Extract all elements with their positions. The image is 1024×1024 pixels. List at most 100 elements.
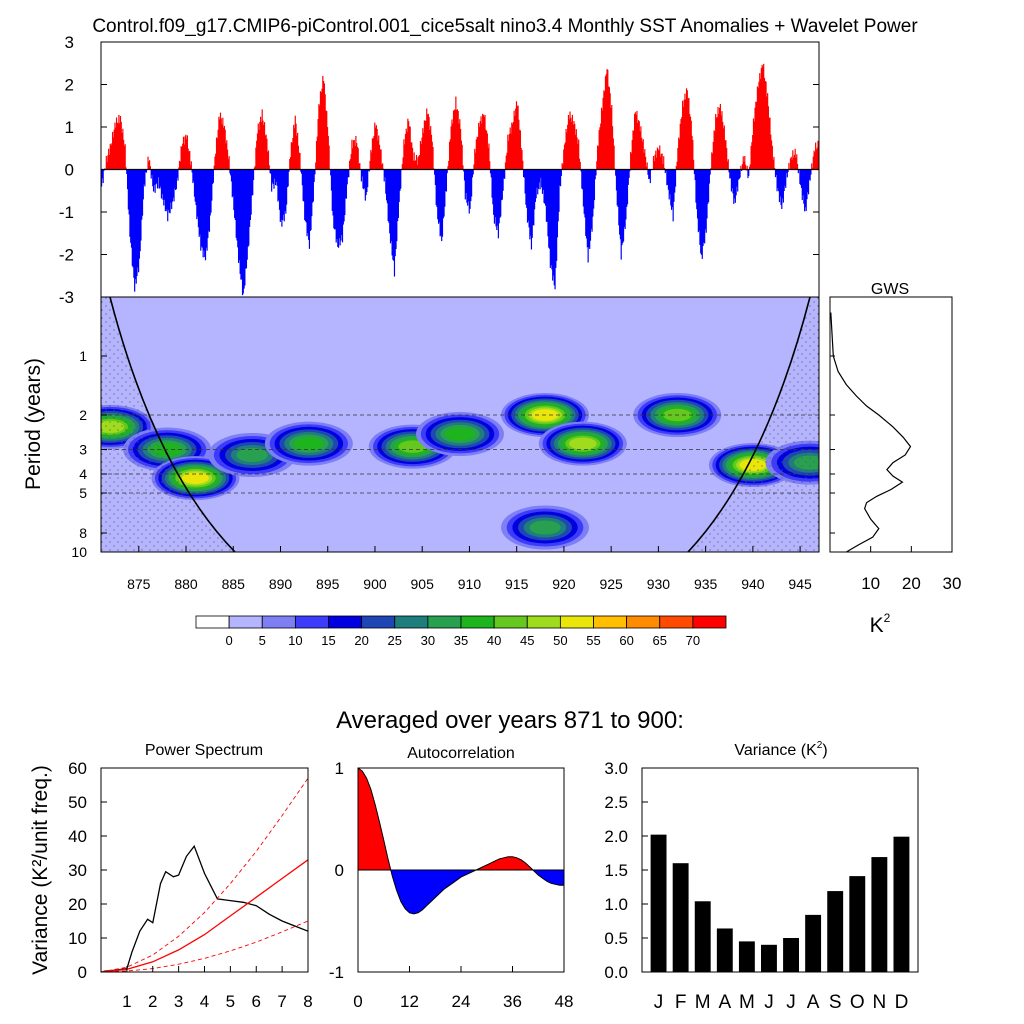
power-spectrum-y-label: Variance (K²/unit freq.) (29, 765, 52, 975)
anomaly-bar-negative (498, 169, 500, 224)
anomaly-bar-positive (217, 129, 219, 170)
anomaly-bar-positive (223, 127, 225, 170)
anomaly-bar-positive (773, 156, 775, 170)
anomaly-bar-positive (710, 168, 712, 170)
anomaly-bar-positive (221, 124, 223, 170)
anomaly-bar-negative (137, 169, 139, 268)
anomaly-bar-negative (130, 169, 133, 248)
anomaly-bar-negative (730, 169, 733, 192)
anomaly-bar-negative (348, 169, 350, 178)
gws-panel: GWS 10 20 30 K2 (829, 281, 961, 637)
anomaly-bar-negative (245, 169, 247, 269)
anomaly-bar-negative (332, 169, 334, 216)
anomaly-bar-negative (126, 169, 129, 190)
anomaly-bar-positive (771, 145, 773, 170)
anomaly-bar-negative (700, 169, 703, 255)
anomaly-bar-positive (108, 148, 110, 170)
anomaly-bar-negative (276, 169, 278, 186)
anomaly-bar-negative (730, 169, 732, 179)
anomaly-bar-positive (679, 123, 681, 170)
anomaly-bar-positive (719, 103, 721, 170)
anomaly-bar-negative (302, 169, 304, 201)
autocorrelation-x-tick-label: 24 (452, 992, 471, 1011)
anomaly-bar-positive (369, 160, 371, 170)
anomaly-bar-positive (268, 165, 270, 170)
anomaly-bar-positive (722, 121, 724, 170)
colorbar-label: 15 (321, 633, 335, 648)
anomaly-bar-positive (414, 160, 416, 170)
anomaly-bar-positive (256, 133, 259, 170)
anomaly-bar-positive (186, 135, 189, 170)
anomaly-bar-negative (698, 169, 700, 231)
anomaly-bar-positive (218, 116, 220, 170)
wavelet-x-tick-label: 940 (741, 576, 765, 592)
anomaly-bar-negative (551, 169, 553, 270)
variance-bar (783, 938, 799, 972)
anomaly-bar-negative (803, 169, 805, 204)
anomaly-bar-positive (325, 110, 327, 170)
anomaly-bar-negative (591, 169, 593, 232)
anomaly-bar-negative (535, 169, 537, 199)
anomaly-bar-negative (191, 169, 193, 173)
anomaly-bar-negative (171, 169, 173, 210)
anomaly-bar-negative (552, 169, 554, 281)
anomaly-bar-positive (755, 101, 757, 170)
anomaly-bar-negative (300, 169, 302, 172)
anomaly-bar-positive (462, 165, 464, 170)
anomaly-bar-negative (467, 169, 469, 206)
anomaly-bar-positive (655, 150, 657, 170)
anomaly-bar-negative (437, 169, 440, 224)
wavelet-y-tick-label: 4 (79, 466, 87, 482)
anomaly-bar-negative (277, 169, 279, 202)
anomaly-bar-positive (375, 125, 377, 170)
anomaly-bar-negative (135, 169, 137, 284)
anomaly-bar-positive (460, 140, 462, 170)
anomaly-bar-negative (138, 169, 140, 273)
colorbar-label: 45 (520, 633, 534, 648)
anomaly-bar-negative (310, 169, 312, 231)
anomaly-bar-positive (599, 127, 601, 170)
anomaly-bar-negative (543, 169, 545, 203)
anomaly-bar-positive (764, 80, 766, 170)
anomaly-bar-positive (180, 146, 182, 170)
anomaly-bar-negative (590, 169, 592, 229)
anomaly-bar-positive (185, 134, 187, 170)
anomaly-bar-negative (308, 169, 311, 249)
anomaly-bar-negative (777, 169, 779, 189)
anomaly-bar-negative (280, 169, 282, 220)
anomaly-bar-positive (459, 119, 461, 170)
variance-y-tick-label: 0.5 (604, 929, 628, 948)
anomaly-bar-negative (623, 169, 625, 227)
anomaly-bar-positive (431, 141, 433, 170)
anomaly-bar-negative (144, 169, 146, 187)
anomaly-bar-positive (148, 161, 150, 170)
anomaly-bar-positive (508, 140, 510, 170)
anomaly-bar-positive (723, 125, 725, 170)
anomaly-bar-positive (478, 122, 480, 170)
anomaly-bar-positive (121, 133, 123, 170)
anomaly-bar-negative (501, 169, 503, 200)
anomaly-bar-negative (674, 169, 676, 193)
anomaly-bar-positive (110, 145, 112, 170)
anomaly-bar-negative (155, 169, 157, 185)
colorbar-label: 70 (686, 633, 700, 648)
anomaly-bar-positive (571, 114, 573, 170)
anomaly-bar-positive (480, 116, 482, 170)
anomaly-bar-positive (257, 123, 259, 170)
wavelet-x-tick-label: 925 (599, 576, 623, 592)
anomaly-bar-positive (719, 107, 721, 170)
anomaly-bar-negative (134, 169, 136, 292)
anomaly-bar-negative (446, 169, 448, 174)
anomaly-bar-negative (252, 169, 254, 196)
anomaly-bar-positive (474, 148, 476, 170)
anomaly-panel: 3 2 1 0 -1 -2 -3 (59, 33, 820, 307)
anomaly-bar-negative (670, 169, 673, 210)
anomaly-bar-positive (718, 113, 720, 170)
anomaly-bar-positive (419, 155, 421, 170)
variance-x-tick-label: J (764, 992, 774, 1013)
anomaly-bar-positive (770, 134, 772, 170)
anomaly-bar-positive (324, 94, 326, 170)
anomaly-bar-negative (699, 169, 701, 245)
anomaly-bar-negative (545, 169, 547, 206)
anomaly-bar-negative (341, 169, 343, 235)
